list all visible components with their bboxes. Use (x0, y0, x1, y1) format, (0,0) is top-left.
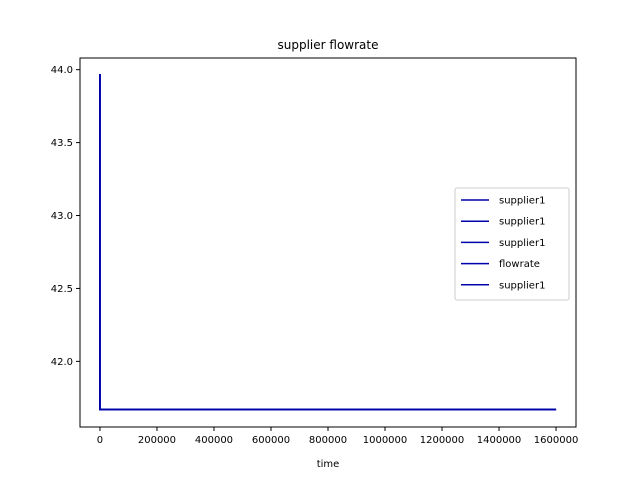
y-tick-label: 43.0 (51, 211, 73, 222)
y-tick-label: 42.0 (51, 357, 73, 368)
x-tick-label: 1200000 (420, 435, 465, 446)
legend-entry: supplier1 (499, 196, 545, 207)
x-tick-label: 600000 (252, 435, 290, 446)
y-tick-label: 43.5 (51, 138, 73, 149)
x-axis: 0 200000 400000 600000 800000 1000000 1200000 1… (97, 427, 579, 446)
series-line-5 (99, 74, 557, 411)
y-axis: 42.0 42.5 43.0 43.5 44.0 (51, 65, 80, 368)
y-tick-label: 42.5 (51, 284, 73, 295)
legend-entry: supplier1 (499, 238, 545, 249)
x-tick-label: 1000000 (363, 435, 408, 446)
legend: supplier1 supplier1 supplier1 flowrate suppl… (454, 187, 570, 301)
x-tick-label: 800000 (309, 435, 347, 446)
legend-entry: supplier1 (499, 280, 545, 291)
legend-entry: supplier1 (499, 217, 545, 228)
x-axis-label: time (317, 459, 340, 470)
legend-box (454, 187, 570, 301)
legend-entry: flowrate (499, 259, 540, 270)
x-tick-label: 0 (97, 435, 103, 446)
y-tick-label: 44.0 (51, 65, 73, 76)
x-tick-label: 200000 (138, 435, 176, 446)
x-tick-label: 400000 (195, 435, 233, 446)
chart-title: supplier flowrate (278, 38, 379, 52)
x-tick-label: 1600000 (534, 435, 579, 446)
plot-lines (99, 74, 557, 411)
x-tick-label: 1400000 (477, 435, 522, 446)
